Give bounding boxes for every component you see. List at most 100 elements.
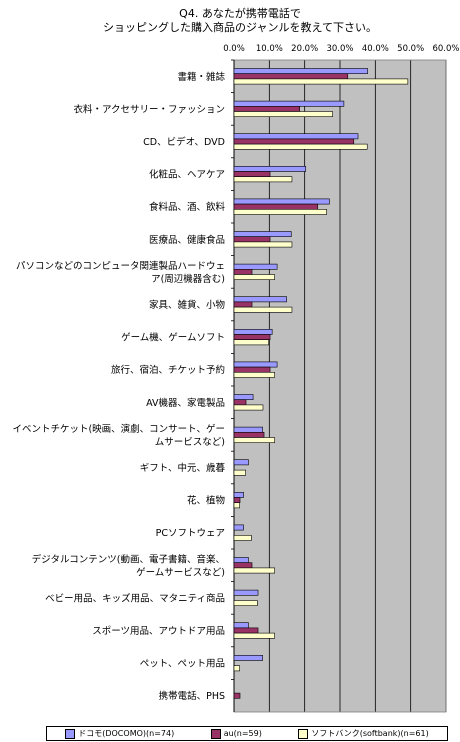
bar-docomo — [233, 166, 307, 172]
category-label-line: パソコンなどのコンピュータ関連製品ハードウェ — [16, 260, 225, 272]
bar-docomo — [233, 198, 330, 205]
category-label: 花、植物 — [187, 495, 226, 507]
bar-docomo — [233, 263, 278, 270]
bar-docomo — [233, 296, 287, 303]
bar-au — [233, 73, 349, 80]
bar-softbank — [233, 437, 275, 443]
bar-softbank — [233, 339, 269, 346]
bar-softbank — [233, 274, 275, 280]
legend-label-au: au(n=59) — [223, 729, 262, 738]
category-label: イベントチケット(映画、演劇、コンサート、ゲームサービスなど) — [12, 423, 225, 448]
category-label: CD、ビデオ、DVD — [143, 136, 225, 148]
category-label: 携帯電話、PHS — [159, 690, 225, 702]
category-label-line: デジタルコンテンツ(動画、電子書籍、音楽、 — [32, 553, 225, 565]
category-label: ゲーム機、ゲームソフト — [121, 332, 225, 344]
bar-au — [233, 236, 271, 243]
category-label: パソコンなどのコンピュータ関連製品ハードウェア(周辺機器含む) — [16, 260, 225, 285]
bar-softbank — [233, 176, 293, 183]
bar-au — [233, 399, 247, 406]
bar-docomo — [233, 361, 278, 368]
bar-docomo — [233, 459, 249, 466]
category-label: 医療品、健康食品 — [149, 234, 225, 246]
bar-au — [233, 366, 271, 373]
bar-au — [233, 334, 271, 340]
bar-softbank — [233, 632, 275, 639]
category-label: ギフト、中元、歳暮 — [140, 462, 226, 474]
bar-softbank — [233, 404, 264, 411]
bar-docomo — [233, 133, 359, 140]
bar-au — [233, 627, 259, 634]
bar-au — [233, 268, 253, 275]
legend-item-au: au(n=59) — [210, 727, 262, 740]
category-label: 衣料・アクセサリー・ファッション — [73, 103, 225, 115]
category-label: AV機器、家電製品 — [146, 397, 225, 409]
bar-docomo — [233, 622, 249, 629]
legend-item-softbank: ソフトバンク(softbank)(n=61) — [298, 727, 429, 740]
bar-au — [233, 301, 253, 308]
bar-docomo — [233, 557, 249, 563]
chart-title-line-1: Q4. あなたが携帯電話で — [179, 7, 301, 20]
bar-softbank — [233, 78, 409, 85]
chart-title-line-2: ショッピングした購入商品のジャンルを教えて下さい。 — [103, 21, 377, 34]
legend-label-softbank: ソフトバンク(softbank)(n=61) — [311, 729, 429, 738]
bar-docomo — [233, 524, 244, 531]
bar-softbank — [233, 665, 240, 672]
category-label: 食料品、酒、飲料 — [149, 201, 226, 213]
category-label: ベビー用品、キッズ用品、マタニティ商品 — [45, 592, 225, 604]
legend-swatch-softbank — [298, 728, 309, 739]
x-tick-label: 0.0% — [223, 44, 245, 54]
bar-au — [233, 431, 265, 438]
x-tick-label: 10.0% — [256, 44, 283, 54]
bar-softbank — [233, 469, 246, 476]
bar-au — [233, 138, 355, 145]
bar-docomo — [233, 231, 292, 237]
bar-softbank — [233, 600, 258, 606]
bar-docomo — [233, 68, 368, 74]
category-label: スポーツ用品、アウトドア用品 — [92, 626, 225, 637]
bar-au — [233, 203, 319, 210]
category-label: PCソフトウェア — [156, 528, 225, 539]
bar-au — [233, 497, 241, 503]
category-label: デジタルコンテンツ(動画、電子書籍、音楽、ゲームサービスなど) — [32, 553, 225, 578]
category-label-line: ア(周辺機器含む) — [151, 273, 225, 285]
bar-softbank — [233, 111, 333, 117]
bar-au — [233, 171, 271, 177]
bar-au — [233, 562, 253, 569]
chart-legend: ドコモ(DOCOMO)(n=74) au(n=59) ソフトバンク(softba… — [46, 726, 448, 741]
category-label-line: ゲームサービスなど) — [136, 566, 225, 578]
x-tick-label: 30.0% — [326, 44, 353, 54]
x-tick-label: 50.0% — [397, 44, 424, 54]
x-tick-label: 40.0% — [362, 44, 389, 54]
bar-softbank — [233, 241, 293, 248]
bar-softbank — [233, 371, 275, 378]
bar-softbank — [233, 502, 240, 509]
bar-softbank — [233, 143, 368, 150]
bar-docomo — [233, 491, 244, 498]
bar-softbank — [233, 567, 275, 574]
x-tick-label: 20.0% — [291, 44, 318, 54]
x-tick-label: 60.0% — [432, 44, 459, 54]
bar-au — [233, 692, 241, 699]
bar-softbank — [233, 534, 252, 541]
category-label-line: イベントチケット(映画、演劇、コンサート、ゲー — [12, 423, 225, 435]
category-label: 旅行、宿泊、チケット予約 — [111, 364, 225, 376]
category-label: 化粧品、ヘアケア — [149, 169, 225, 181]
category-label-line: ムサービスなど) — [155, 437, 225, 448]
bar-docomo — [233, 426, 263, 433]
legend-item-docomo: ドコモ(DOCOMO)(n=74) — [65, 727, 174, 740]
bar-docomo — [233, 589, 259, 596]
bar-softbank — [233, 306, 293, 313]
bar-docomo — [233, 654, 263, 661]
legend-swatch-docomo — [65, 728, 76, 739]
bar-docomo — [233, 394, 254, 400]
bar-docomo — [233, 328, 273, 335]
bar-softbank — [233, 209, 327, 215]
bar-docomo — [233, 100, 345, 107]
legend-swatch-au — [210, 728, 221, 739]
category-label: 書籍・雑誌 — [177, 71, 225, 83]
category-label: ペット、ペット用品 — [140, 659, 225, 670]
category-label: 家具、雑貨、小物 — [149, 299, 226, 311]
legend-label-docomo: ドコモ(DOCOMO)(n=74) — [78, 729, 175, 738]
bar-au — [233, 106, 301, 112]
